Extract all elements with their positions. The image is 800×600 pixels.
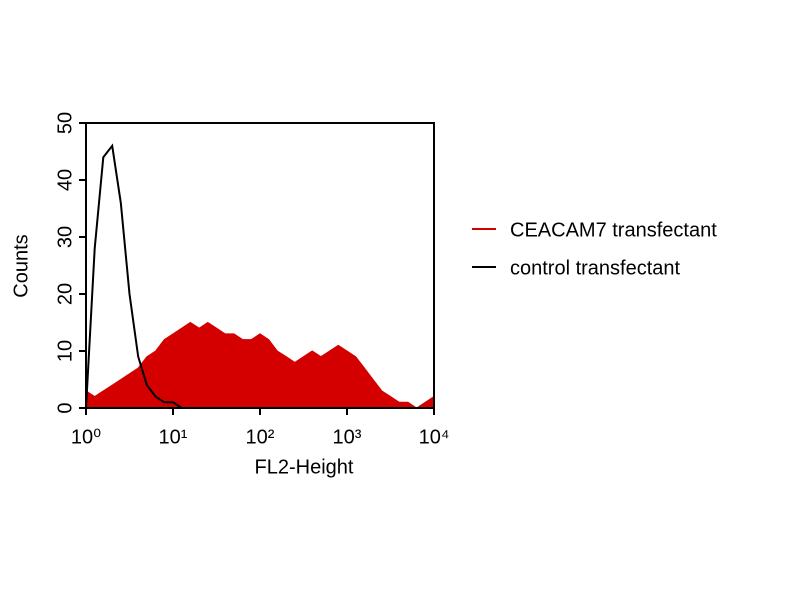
legend-label: control transfectant <box>510 257 681 279</box>
x-tick-label: 10³ <box>333 426 362 448</box>
y-tick-label: 0 <box>54 402 76 413</box>
x-tick-label: 10⁰ <box>71 426 101 448</box>
x-tick-label: 10⁴ <box>419 426 450 448</box>
y-axis-label: Counts <box>10 234 32 297</box>
x-axis-label: FL2-Height <box>255 456 354 478</box>
x-tick-label: 10² <box>246 426 275 448</box>
y-tick-label: 30 <box>54 226 76 248</box>
x-tick-label: 10¹ <box>159 426 188 448</box>
y-tick-label: 20 <box>54 283 76 305</box>
y-tick-label: 50 <box>54 112 76 134</box>
y-tick-label: 40 <box>54 169 76 191</box>
y-tick-label: 10 <box>54 340 76 362</box>
histogram-area <box>85 321 435 409</box>
legend-label: CEACAM7 transfectant <box>510 219 717 241</box>
